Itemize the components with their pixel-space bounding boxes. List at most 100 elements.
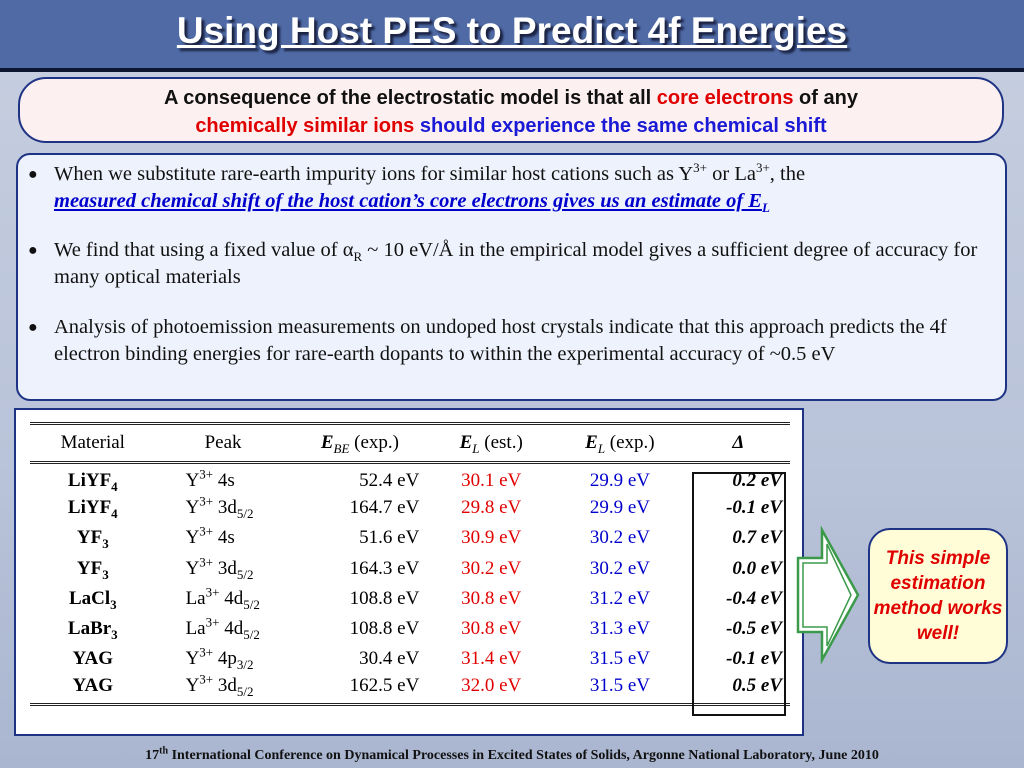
bullet-2-sub: R bbox=[353, 249, 363, 265]
table-row: LiYF4 Y3+ 3d5/2 164.7 eV 29.8 eV 29.9 eV -0.1… bbox=[30, 493, 790, 523]
material-name: YF bbox=[76, 527, 103, 549]
cell-el-est: 30.9 eV bbox=[461, 527, 522, 549]
delta-column-outline bbox=[692, 472, 786, 716]
cell-el-est: 30.1 eV bbox=[461, 470, 522, 492]
peak-ion: Y bbox=[185, 674, 200, 696]
material-name: YF bbox=[76, 557, 103, 579]
material-subscript: 3 bbox=[102, 566, 109, 582]
peak-ion: Y bbox=[185, 496, 200, 518]
table-row: LiYF4 Y3+ 4s 52.4 eV 30.1 eV 29.9 eV 0.2 eV bbox=[30, 463, 790, 493]
material-name: LiYF bbox=[67, 470, 112, 492]
header-el-exp-sub: L bbox=[597, 440, 606, 456]
callout-similar-ions: chemically similar ions bbox=[195, 115, 415, 137]
peak-orbital-sub: 5/2 bbox=[243, 626, 260, 642]
energies-table: Material Peak EBE (exp.) EL (est.) EL (e… bbox=[30, 422, 790, 707]
cell-ebe: 164.7 eV bbox=[349, 496, 420, 518]
cell-el-exp: 31.3 eV bbox=[589, 618, 650, 640]
peak-ion: La bbox=[185, 587, 206, 609]
cell-ebe: 52.4 eV bbox=[359, 470, 420, 492]
peak-orbital-sub: 5/2 bbox=[236, 505, 254, 521]
cell-delta: 0.2 eV bbox=[732, 470, 782, 492]
cell-delta: -0.1 eV bbox=[726, 496, 782, 518]
bullet-2: ● We find that using a fixed value of αR… bbox=[28, 237, 994, 291]
footer: 17th International Conference on Dynamic… bbox=[0, 745, 1024, 764]
cell-el-est: 32.0 eV bbox=[429, 674, 554, 707]
bullet-1-emphasis-sub: L bbox=[761, 200, 770, 216]
bullet-1-emphasis-text: measured chemical shift of the host cati… bbox=[54, 190, 762, 212]
cell-ebe: 108.8 eV bbox=[349, 587, 420, 609]
peak-orbital-sub: 5/2 bbox=[243, 596, 260, 612]
bullet-dot-icon: ● bbox=[28, 319, 38, 336]
cell-peak: Y3+ 3d5/2 bbox=[155, 673, 291, 707]
header-delta: Δ bbox=[686, 422, 790, 464]
peak-orbital-sub: 3/2 bbox=[236, 657, 254, 673]
bullet-2-text-a: We find that using a fixed value of bbox=[54, 239, 343, 261]
peak-ion: Y bbox=[185, 527, 200, 549]
header-el-exp: EL (exp.) bbox=[553, 422, 687, 464]
header-ebe-sym: E bbox=[320, 432, 334, 453]
cell-el-exp: 29.9 eV bbox=[589, 496, 650, 518]
table-row: YF3 Y3+ 4s 51.6 eV 30.9 eV 30.2 eV 0.7 eV bbox=[30, 523, 790, 553]
peak-orbital: 4s bbox=[213, 527, 235, 549]
bullet-3-text: Analysis of photoemission measurements o… bbox=[54, 316, 947, 365]
cell-el-exp: 30.2 eV bbox=[589, 557, 650, 579]
cell-el-exp: 29.9 eV bbox=[589, 470, 650, 492]
header-el-est-sub: L bbox=[472, 440, 480, 456]
cell-ebe: 108.8 eV bbox=[349, 618, 420, 640]
cell-material: YF3 bbox=[30, 553, 156, 583]
table-row: YAG Y3+ 4p3/2 30.4 eV 31.4 eV 31.5 eV -0.1 eV bbox=[30, 644, 790, 674]
material-name: LaCl bbox=[68, 587, 111, 609]
peak-ion: Y bbox=[185, 470, 200, 492]
cell-ebe: 164.3 eV bbox=[349, 557, 420, 579]
peak-orbital: 3d bbox=[213, 496, 237, 518]
callout-text-1: A consequence of the electrostatic model… bbox=[164, 87, 657, 109]
peak-orbital: 4d bbox=[219, 618, 244, 640]
header-ebe-sub: BE bbox=[333, 440, 350, 456]
bullet-1-text-a: When we substitute rare-earth impurity i… bbox=[54, 163, 694, 185]
header-el-est-rest: (est.) bbox=[479, 432, 523, 453]
cell-el-est: 30.2 eV bbox=[461, 557, 522, 579]
table-row: YF3 Y3+ 3d5/2 164.3 eV 30.2 eV 30.2 eV 0.0 eV bbox=[30, 553, 790, 583]
cell-el-est: 31.4 eV bbox=[461, 648, 522, 670]
bullet-1-emphasis: measured chemical shift of the host cati… bbox=[54, 190, 770, 216]
bullet-1-sup-a: 3+ bbox=[693, 160, 707, 176]
footer-sup: th bbox=[159, 745, 169, 757]
cell-material: LaCl3 bbox=[30, 584, 156, 614]
cell-ebe: 30.4 eV bbox=[359, 648, 420, 670]
peak-orbital: 3d bbox=[213, 557, 237, 579]
callout-text-2: of any bbox=[793, 87, 858, 109]
header-material: Material bbox=[30, 422, 156, 464]
bullet-2-text-b: ~ 10 eV/Å in the empirical model gives a… bbox=[54, 239, 978, 288]
slide-title: Using Host PES to Predict 4f Energies bbox=[176, 10, 848, 51]
material-name: LaBr bbox=[67, 618, 112, 640]
cell-peak: Y3+ 4p3/2 bbox=[156, 644, 291, 674]
cell-peak: Y3+ 3d5/2 bbox=[156, 553, 291, 583]
footer-number: 17 bbox=[145, 748, 160, 763]
cell-el-exp: 31.5 eV bbox=[589, 648, 650, 670]
peak-ion: La bbox=[185, 618, 206, 640]
header-peak: Peak bbox=[155, 422, 291, 464]
cell-el-est: 29.8 eV bbox=[461, 496, 522, 518]
material-name: YAG bbox=[72, 648, 114, 670]
peak-ion-charge: 3+ bbox=[199, 467, 214, 483]
cell-delta: -0.4 eV bbox=[726, 587, 782, 609]
bullet-dot-icon: ● bbox=[28, 242, 38, 259]
cell-delta: 0.7 eV bbox=[732, 527, 782, 549]
cell-delta: 0.5 eV bbox=[686, 674, 790, 707]
cell-material: YAG bbox=[30, 644, 156, 674]
material-subscript: 4 bbox=[111, 479, 118, 495]
cell-material: YF3 bbox=[30, 523, 156, 553]
table-row: LaCl3 La3+ 4d5/2 108.8 eV 30.8 eV 31.2 eV -0.… bbox=[30, 584, 790, 614]
cell-peak: Y3+ 4s bbox=[156, 463, 291, 493]
callout-core-electrons: core electrons bbox=[656, 87, 794, 109]
material-subscript: 3 bbox=[110, 596, 117, 612]
header-ebe: EBE (exp.) bbox=[290, 422, 430, 464]
bullet-2-alpha: α bbox=[342, 239, 354, 261]
cell-material: LaBr3 bbox=[30, 614, 156, 644]
header-el-est-sym: E bbox=[459, 432, 473, 453]
right-arrow-icon bbox=[796, 526, 860, 664]
cell-material: YAG bbox=[30, 674, 156, 707]
bullet-1: ● When we substitute rare-earth impurity… bbox=[28, 160, 994, 216]
bullet-dot-icon: ● bbox=[28, 166, 38, 183]
material-name: YAG bbox=[72, 674, 114, 696]
